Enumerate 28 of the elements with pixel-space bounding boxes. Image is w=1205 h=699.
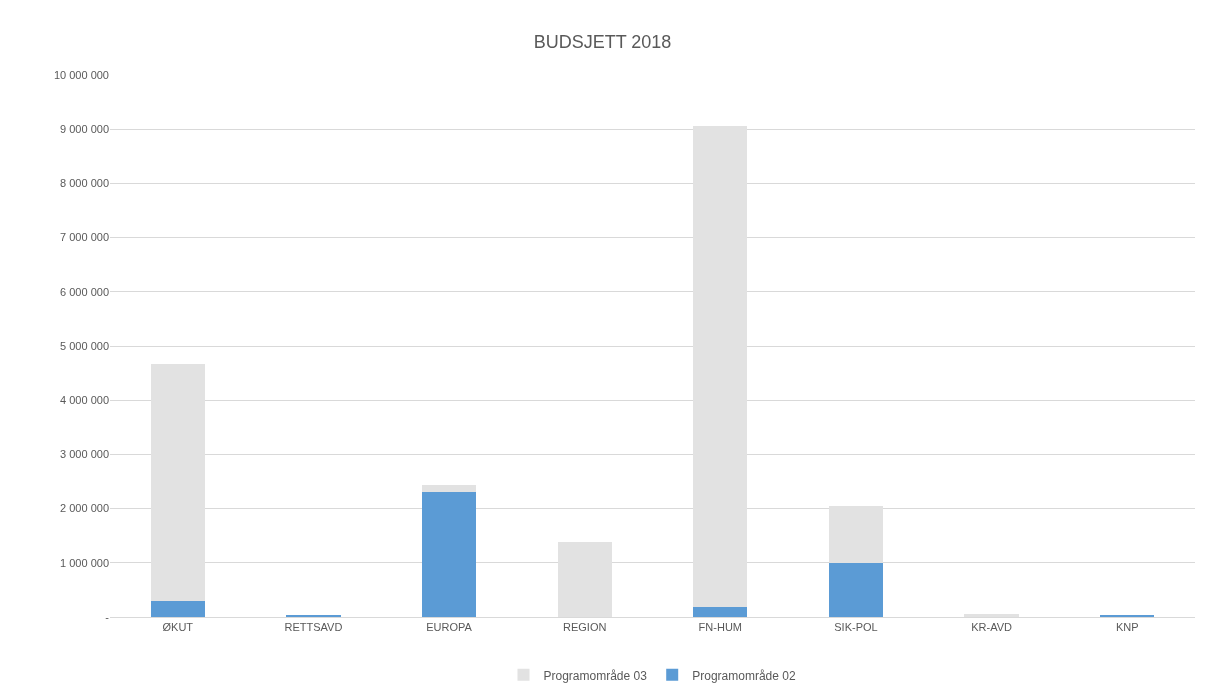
- legend-label: Programområde 03: [543, 668, 648, 683]
- y-tick-label: 10 000 000: [53, 68, 109, 81]
- bar: [693, 606, 748, 617]
- y-tick-label: 6 000 000: [60, 285, 109, 298]
- x-tick-label: RETTSAVD: [284, 621, 343, 634]
- bar: [828, 563, 884, 617]
- y-tick-label: 5 000 000: [60, 339, 109, 352]
- bar: [150, 601, 205, 617]
- chart-title: BUDSJETT 2018: [533, 31, 672, 52]
- y-tick-label: 8 000 000: [60, 177, 109, 190]
- y-tick-label: 3 000 000: [60, 448, 109, 461]
- x-tick-label: KNP: [1115, 621, 1139, 634]
- x-tick-label: FN-HUM: [698, 621, 743, 634]
- x-tick-label: REGION: [562, 621, 607, 634]
- y-tick-label: 7 000 000: [60, 231, 109, 244]
- x-tick-label: SIK-POL: [834, 621, 878, 634]
- y-tick-label: 2 000 000: [60, 502, 109, 515]
- bar: [421, 491, 477, 617]
- legend-label: Programområde 02: [692, 668, 796, 683]
- bar: [1100, 614, 1155, 617]
- y-tick-label: -: [105, 610, 110, 623]
- bar: [421, 484, 477, 492]
- y-tick-label: 9 000 000: [60, 123, 109, 136]
- y-tick-label: 1 000 000: [60, 556, 109, 569]
- x-tick-label: EUROPA: [426, 621, 473, 634]
- x-tick-label: ØKUT: [162, 621, 194, 634]
- y-tick-label: 4 000 000: [60, 394, 109, 407]
- x-tick-label: KR-AVD: [971, 621, 1012, 634]
